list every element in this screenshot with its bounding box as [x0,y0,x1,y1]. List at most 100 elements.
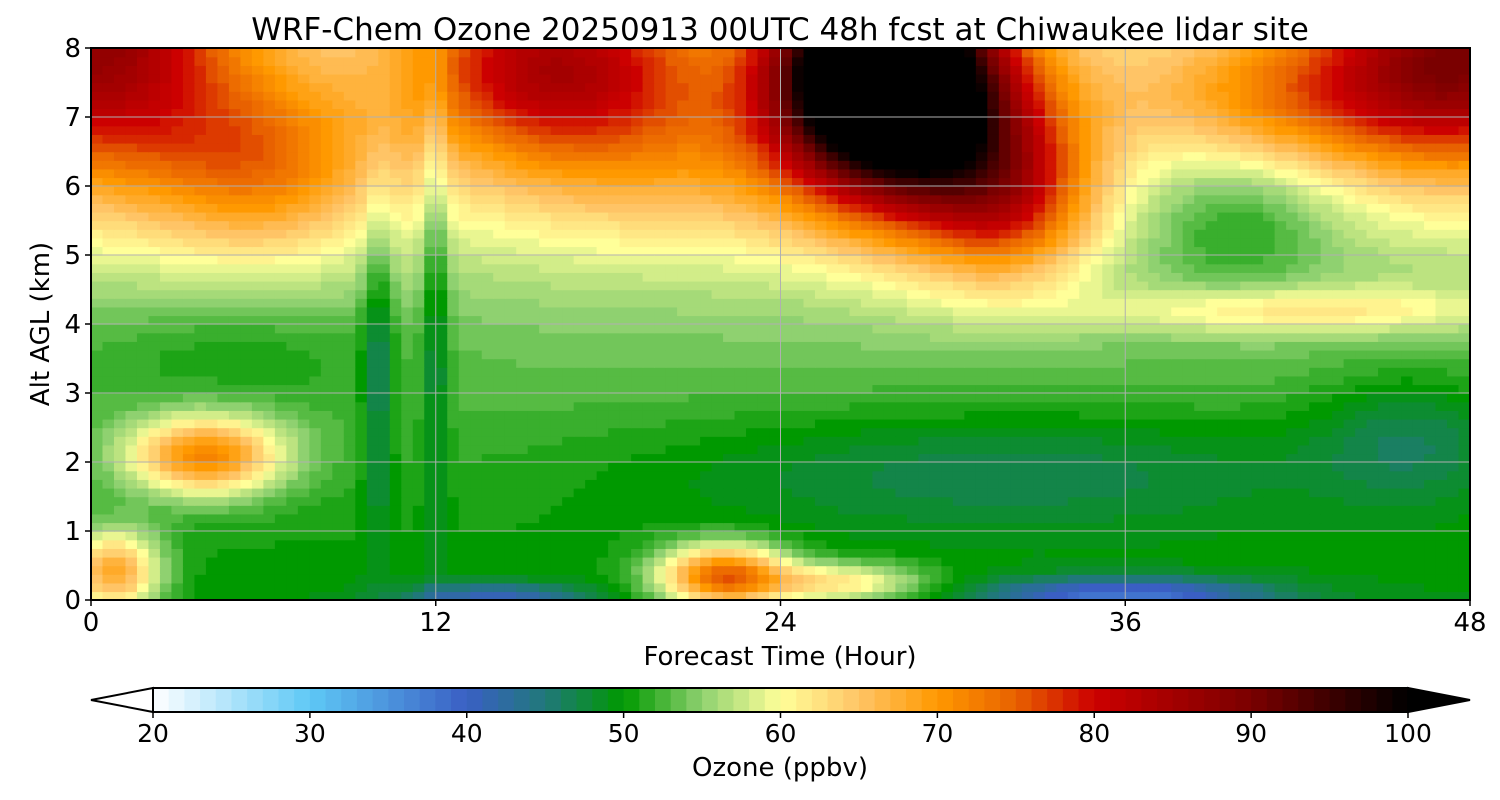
heatmap-cell [711,384,724,394]
heatmap-cell [872,358,885,368]
heatmap-cell [274,332,288,342]
heatmap-cell [171,341,184,351]
heatmap-cell [470,556,483,567]
heatmap-cell [665,479,678,489]
heatmap-cell [1389,582,1402,593]
heatmap-cell [263,246,276,256]
heatmap-cell [320,496,334,506]
heatmap-cell [700,324,713,334]
heatmap-cell [723,496,736,506]
heatmap-cell [998,246,1012,256]
heatmap-cell [642,548,655,558]
heatmap-cell [136,324,150,334]
heatmap-cell [814,375,828,386]
heatmap-cell [205,272,219,282]
heatmap-cell [424,246,437,256]
heatmap-cell [872,531,885,541]
heatmap-cell [1286,470,1299,480]
heatmap-cell [872,591,885,600]
heatmap-cell [1090,470,1103,480]
heatmap-cell [585,263,598,273]
heatmap-cell [1056,358,1069,368]
heatmap-cell [814,582,828,593]
heatmap-cell [918,556,931,567]
heatmap-cell [435,513,448,524]
heatmap-cell [1010,272,1023,282]
heatmap-cell [631,505,644,515]
heatmap-cell [860,349,874,360]
heatmap-cell [1458,384,1470,394]
heatmap-cell [998,565,1012,575]
heatmap-cell [205,548,219,558]
heatmap-cell [1263,401,1276,411]
heatmap-cell [849,436,862,446]
heatmap-cell [343,470,357,480]
heatmap-cell [883,556,897,567]
heatmap-cell [263,272,276,282]
heatmap-cell [1056,582,1069,593]
heatmap-cell [803,444,816,455]
heatmap-cell [723,556,736,567]
heatmap-cell [860,237,874,248]
heatmap-cell [527,556,540,567]
heatmap-cell [1320,255,1333,265]
heatmap-cell [608,496,621,506]
heatmap-cell [412,349,425,360]
heatmap-cell [125,332,138,342]
heatmap-cell [631,298,644,308]
heatmap-cell [527,272,540,282]
heatmap-cell [998,496,1012,506]
heatmap-cell [481,479,494,489]
heatmap-cell [332,462,345,472]
heatmap-cell [1136,513,1149,524]
heatmap-cell [1332,513,1345,524]
heatmap-cell [677,358,690,368]
heatmap-cell [826,341,839,351]
heatmap-cell [355,332,368,342]
heatmap-cell [1044,401,1057,411]
heatmap-cell [217,298,230,308]
heatmap-cell [332,289,345,299]
heatmap-cell [1136,341,1149,351]
heatmap-cell [286,436,299,446]
heatmap-cell [1228,246,1241,256]
heatmap-cell [975,358,989,368]
heatmap-cell [1067,418,1080,429]
heatmap-cell [860,418,874,429]
heatmap-cell [619,513,632,524]
heatmap-cell [286,367,299,377]
heatmap-cell [780,462,793,472]
heatmap-cell [837,315,851,325]
heatmap-cell [1274,479,1287,489]
heatmap-cell [987,255,1000,265]
heatmap-cell [1159,513,1172,524]
heatmap-cell [1435,315,1448,325]
heatmap-cell [998,255,1012,265]
heatmap-cell [1447,505,1460,515]
heatmap-cell [791,410,805,420]
heatmap-cell [1056,306,1069,317]
heatmap-cell [1297,418,1310,429]
heatmap-cell [1021,582,1035,593]
heatmap-cell [585,470,598,480]
heatmap-cell [631,341,644,351]
heatmap-cell [1309,341,1322,351]
heatmap-cell [320,522,334,532]
heatmap-cell [424,255,437,265]
heatmap-cell [918,548,931,558]
heatmap-cell [550,332,563,342]
heatmap-cell [539,453,552,463]
heatmap-cell [757,255,770,265]
heatmap-cell [320,315,334,325]
heatmap-cell [1044,470,1057,480]
heatmap-cell [1435,444,1448,455]
heatmap-cell [987,341,1000,351]
heatmap-cell [1067,324,1080,334]
heatmap-cell [1389,289,1402,299]
heatmap-cell [297,410,311,420]
heatmap-cell [1435,418,1448,429]
heatmap-cell [412,401,425,411]
heatmap-cell [217,427,230,437]
heatmap-cell [1389,531,1402,541]
heatmap-cell [1412,427,1425,437]
